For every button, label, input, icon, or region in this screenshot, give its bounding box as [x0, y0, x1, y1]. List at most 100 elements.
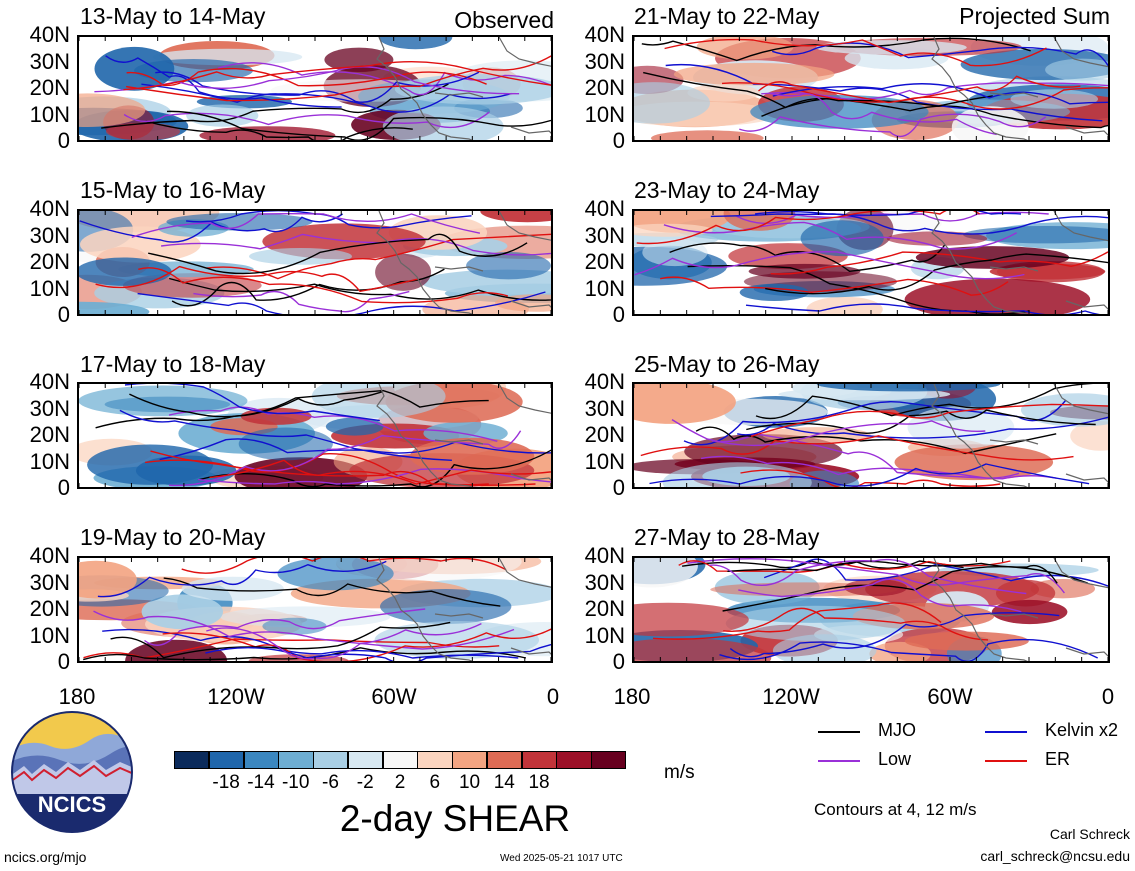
lat-label-30n-r1-c2: 30N: [584, 48, 625, 74]
colorbar-tick-label: 18: [528, 772, 550, 793]
legend-er-label: ER: [1045, 749, 1071, 769]
panel-title-5: 17-May to 18-May: [80, 351, 266, 377]
colorbar-swatch: [174, 751, 210, 769]
lat-label-10n-r4-c2: 10N: [584, 622, 625, 648]
lat-label-30n-r3-c2: 30N: [584, 395, 625, 421]
panel-title-2: 21-May to 22-May: [634, 3, 820, 29]
lat-label-0-r1-c2: 0: [612, 128, 625, 153]
lon-label-60w-left: 60W: [371, 684, 417, 709]
panel-title-3: 15-May to 16-May: [80, 177, 266, 203]
observed-tag: Observed: [454, 7, 554, 33]
lat-label-20n-r3-c1: 20N: [29, 422, 70, 447]
colorbar-swatch: [486, 751, 523, 769]
colorbar-swatch: [208, 751, 245, 769]
lat-label-40n-r4-c2: 40N: [584, 543, 625, 568]
lat-label-20n-r3-c2: 20N: [584, 422, 625, 447]
legend-er-line: [985, 760, 1027, 762]
shear-map-25-26-may: [632, 382, 1110, 489]
lat-label-0-r3-c2: 0: [612, 475, 625, 500]
colorbar-swatch: [521, 751, 557, 769]
lon-label-180-left: 180: [58, 684, 96, 709]
lat-label-10n-r1-c1: 10N: [29, 101, 70, 127]
shear-map-27-28-may: [632, 556, 1110, 663]
colorbar-swatch: [347, 751, 384, 769]
lat-label-10n-r4-c1: 10N: [29, 622, 70, 648]
lat-label-40n-r1-c2: 40N: [584, 22, 625, 47]
lat-label-10n-r2-c1: 10N: [29, 275, 70, 301]
author-name: Carl Schreck: [1049, 826, 1130, 842]
colorbar-title: 2-day SHEAR: [339, 798, 571, 839]
colorbar-tick-label: -14: [247, 772, 275, 793]
contour-note: Contours at 4, 12 m/s: [814, 800, 977, 819]
lat-label-0-r2-c2: 0: [612, 302, 625, 327]
colorbar-tick-label: -10: [281, 772, 310, 793]
legend-low-line: [818, 760, 860, 762]
lat-label-10n-r3-c2: 10N: [584, 448, 625, 474]
lat-label-10n-r1-c2: 10N: [584, 101, 625, 127]
colorbar-swatch: [313, 751, 349, 769]
shear-map-19-20-may: [77, 556, 553, 663]
lat-label-0-r4-c2: 0: [612, 649, 625, 674]
colorbar-units: m/s: [664, 762, 695, 783]
colorbar-swatch: [452, 751, 488, 769]
shear-map-15-16-may: [77, 209, 553, 316]
lon-label-0-left: 0: [546, 684, 560, 709]
panel-title-4: 23-May to 24-May: [634, 177, 820, 203]
timestamp: Wed 2025-05-21 1017 UTC: [500, 853, 623, 864]
lat-label-30n-r4-c2: 30N: [584, 569, 625, 595]
shear-map-21-22-may: [632, 35, 1110, 142]
ncics-logo: NCICS: [10, 710, 134, 834]
website-link[interactable]: ncics.org/mjo: [4, 849, 87, 865]
lat-label-10n-r2-c2: 10N: [584, 275, 625, 301]
lat-label-40n-r2-c1: 40N: [29, 196, 70, 221]
lat-label-20n-r1-c1: 20N: [29, 75, 70, 100]
panel-title-7: 19-May to 20-May: [80, 524, 266, 550]
lat-label-30n-r1-c1: 30N: [29, 48, 70, 74]
lat-label-20n-r4-c2: 20N: [584, 596, 625, 621]
colorbar-swatch: [382, 751, 418, 769]
lat-label-20n-r2-c2: 20N: [584, 249, 625, 274]
legend-kelvin-line: [985, 731, 1027, 733]
legend-mjo-label: MJO: [878, 720, 916, 740]
shear-map-23-24-may: [632, 209, 1110, 316]
projected-sum-tag: Projected Sum: [959, 3, 1110, 29]
lat-label-30n-r4-c1: 30N: [29, 569, 70, 595]
panel-title-1: 13-May to 14-May: [80, 3, 266, 29]
lat-label-0-r2-c1: 0: [57, 302, 70, 327]
legend-mjo-line: [818, 731, 860, 733]
lon-label-0-right: 0: [1101, 684, 1115, 709]
colorbar-tick-label: 14: [493, 772, 515, 793]
lat-label-40n-r4-c1: 40N: [29, 543, 70, 568]
legend-kelvin-label: Kelvin x2: [1045, 720, 1119, 740]
lon-label-60w-right: 60W: [927, 684, 973, 709]
lat-label-0-r4-c1: 0: [57, 649, 70, 674]
lat-label-0-r3-c1: 0: [57, 475, 70, 500]
panel-title-8: 27-May to 28-May: [634, 524, 820, 550]
colorbar-tick-label: 6: [429, 772, 441, 793]
lat-label-20n-r2-c1: 20N: [29, 249, 70, 274]
colorbar-tick-label: -2: [356, 772, 374, 793]
colorbar-swatch: [556, 751, 592, 769]
lon-label-180-right: 180: [613, 684, 651, 709]
lat-label-20n-r1-c2: 20N: [584, 75, 625, 100]
lat-label-40n-r3-c1: 40N: [29, 369, 70, 394]
colorbar-tick-label: 10: [458, 772, 481, 793]
colorbar-tick-label: -18: [212, 772, 240, 793]
panel-title-6: 25-May to 26-May: [634, 351, 820, 377]
lat-label-40n-r1-c1: 40N: [29, 22, 70, 47]
lat-label-30n-r3-c1: 30N: [29, 395, 70, 421]
lat-label-20n-r4-c1: 20N: [29, 596, 70, 621]
colorbar-swatch: [417, 751, 453, 769]
colorbar-swatch: [278, 751, 314, 769]
shear-map-13-14-may: [77, 35, 553, 142]
lat-label-40n-r3-c2: 40N: [584, 369, 625, 394]
lat-label-30n-r2-c2: 30N: [584, 222, 625, 248]
lat-label-10n-r3-c1: 10N: [29, 448, 70, 474]
colorbar-swatch: [243, 751, 279, 769]
colorbar: [174, 751, 627, 771]
colorbar-tick-label: 2: [394, 772, 406, 793]
logo-text: NCICS: [38, 792, 106, 817]
lat-label-40n-r2-c2: 40N: [584, 196, 625, 221]
lon-label-120w-right: 120W: [762, 684, 820, 709]
shear-map-17-18-may: [77, 382, 553, 489]
